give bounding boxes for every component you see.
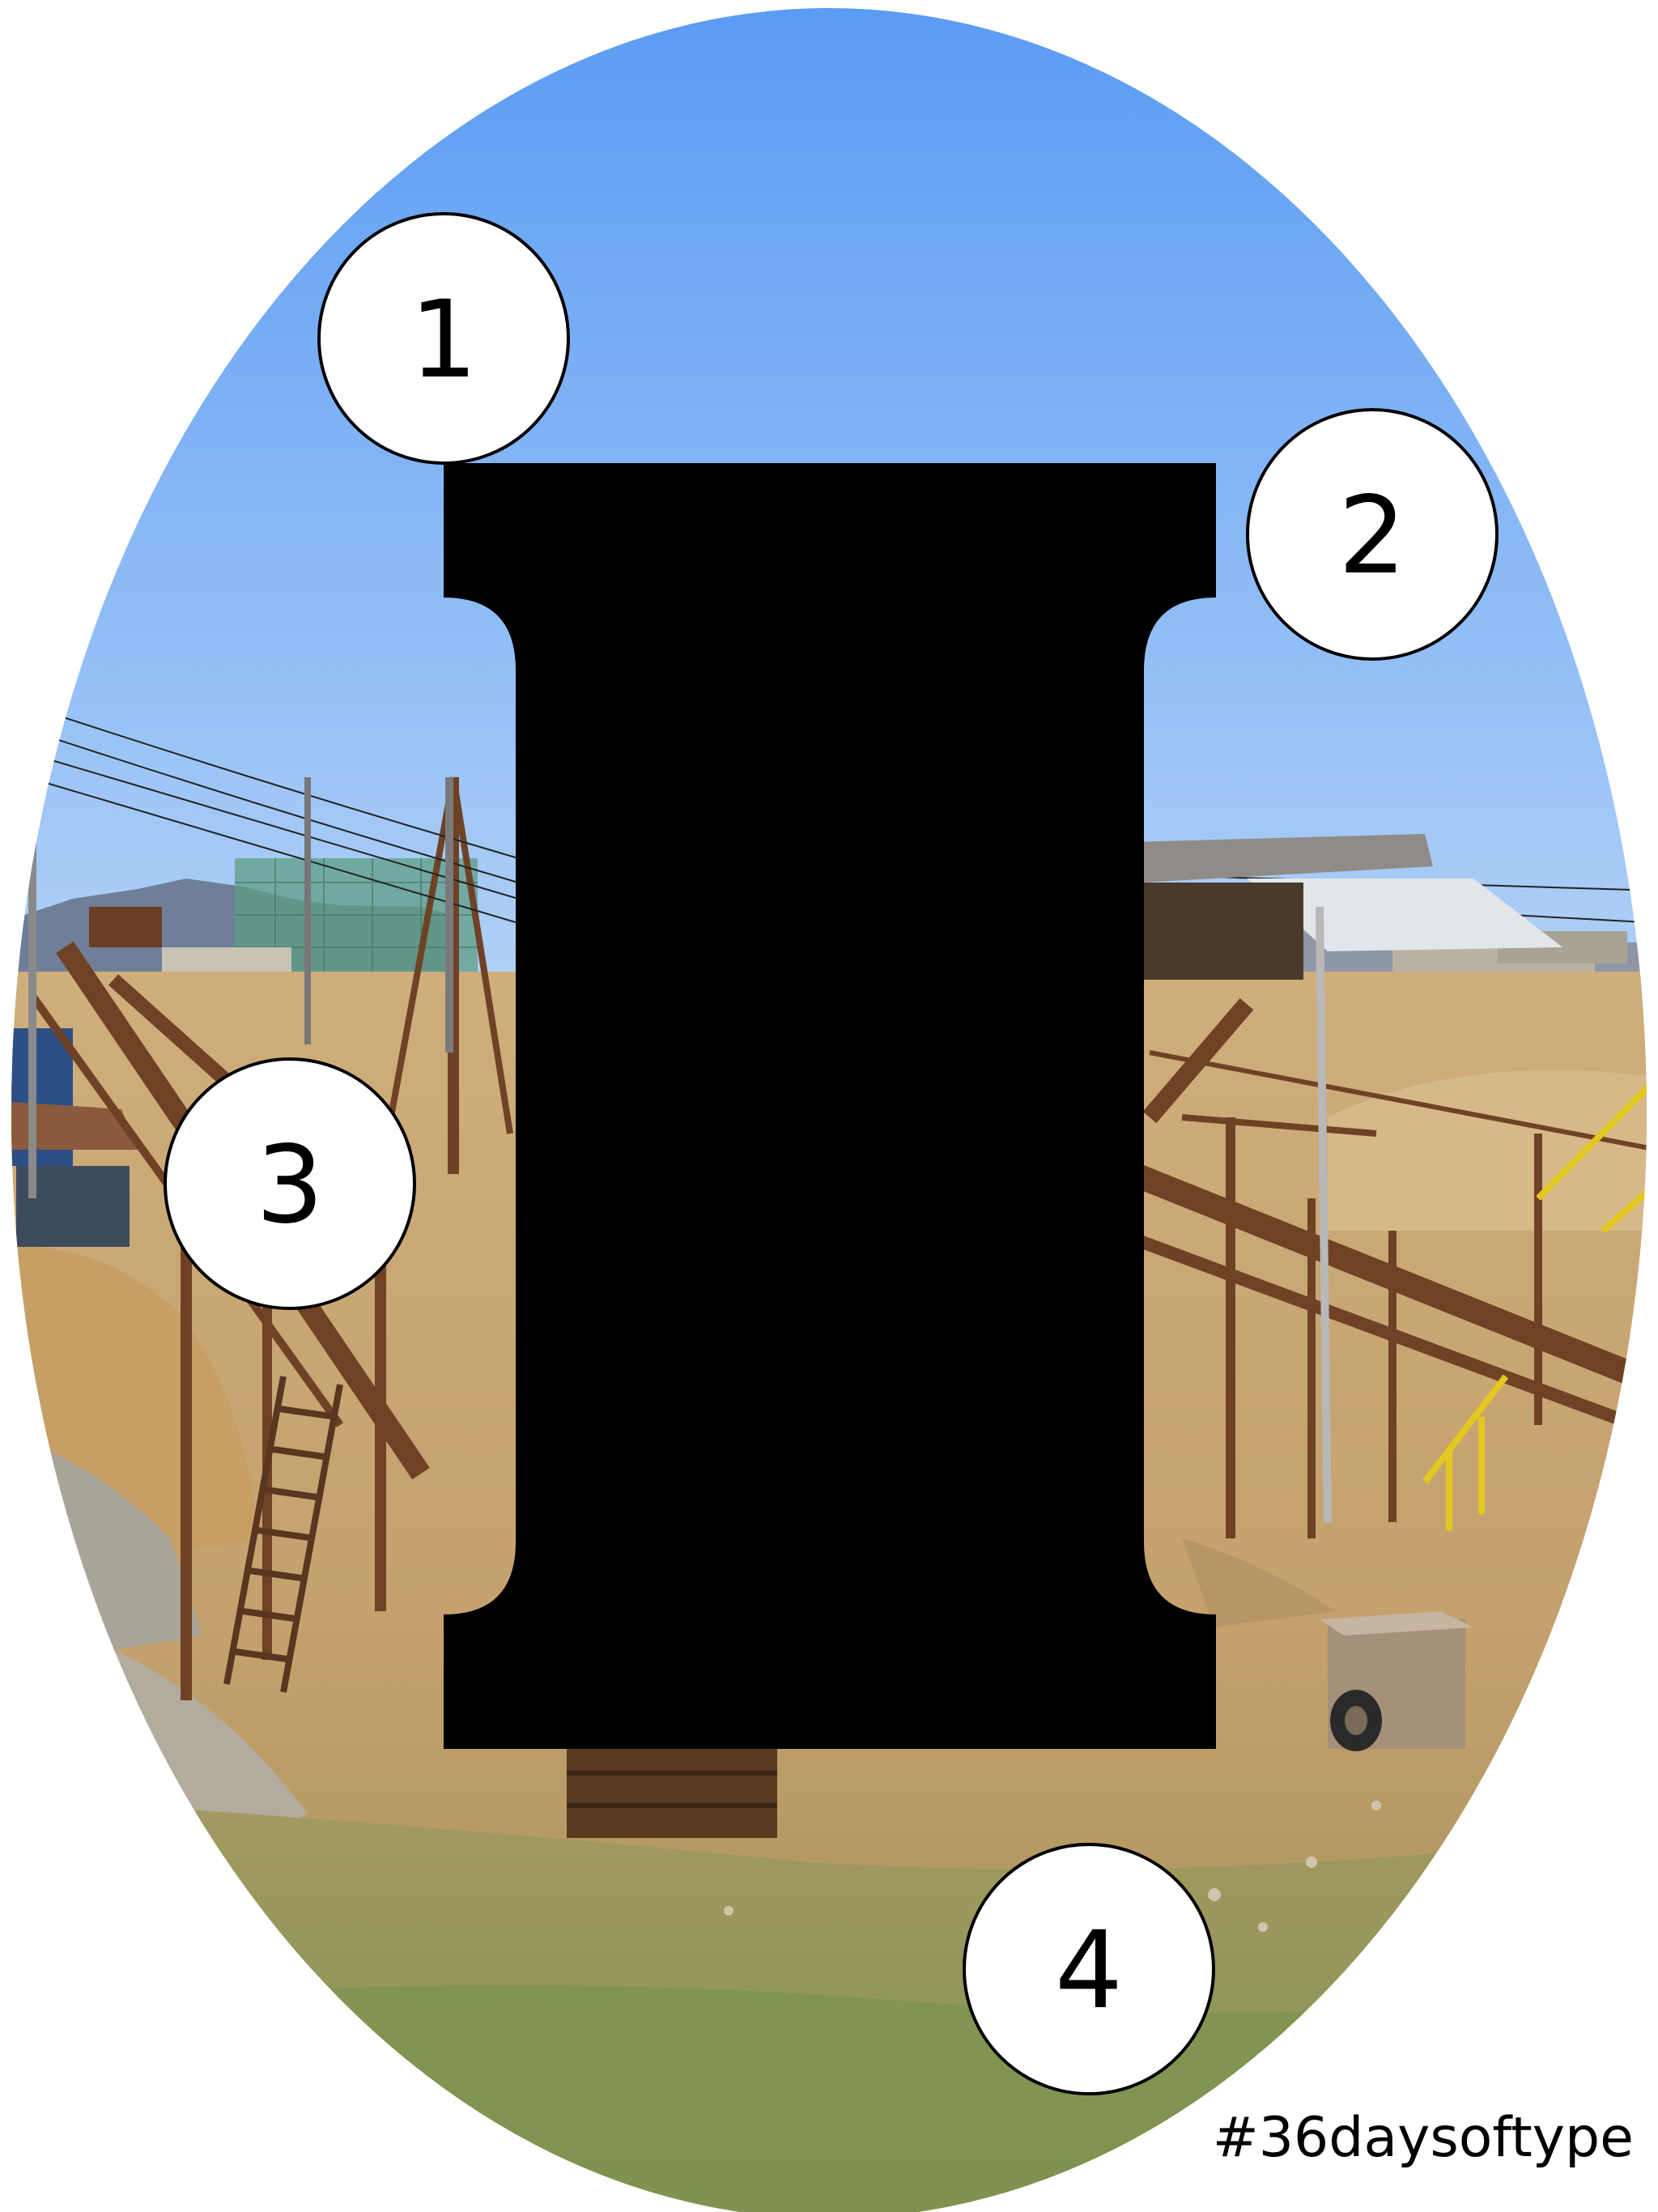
letter-i-glyph (444, 463, 1216, 1749)
badge-1-label: 1 (410, 278, 478, 402)
badge-1: 1 (317, 212, 570, 465)
yellow-railings (1422, 1074, 1647, 1530)
badge-3: 3 (164, 1057, 416, 1310)
rusty-conveyors-right (1129, 998, 1647, 1538)
plant-roof-right (1133, 834, 1433, 883)
badge-2-label: 2 (1338, 474, 1406, 598)
badge-2: 2 (1246, 408, 1499, 661)
ladder-left (223, 1376, 343, 1693)
hashtag-caption: #36daysoftype (1212, 2106, 1634, 2170)
badge-3-label: 3 (256, 1123, 324, 1248)
badge-4: 4 (963, 1843, 1215, 2095)
badge-4-label: 4 (1055, 1908, 1123, 2033)
